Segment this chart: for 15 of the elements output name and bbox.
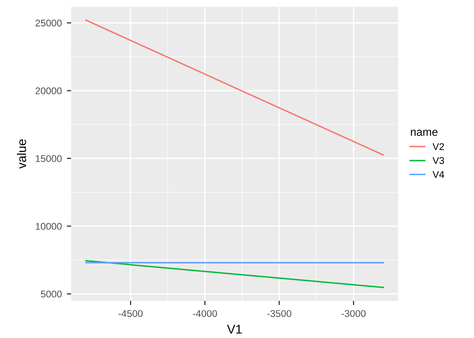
x-tick-label: -4500 (118, 310, 143, 317)
legend-label: V3 (432, 157, 444, 164)
y-tick-label: 25000 (36, 20, 62, 27)
legend-label: V2 (432, 143, 444, 150)
x-tick-label: -3500 (267, 310, 292, 317)
y-tick-label: 5000 (40, 290, 62, 298)
x-tick-label: -3000 (342, 310, 366, 317)
legend-label: V4 (432, 171, 444, 178)
y-tick-label: 10000 (36, 222, 62, 230)
x-axis-title: V1 (227, 324, 242, 334)
y-tick-label: 15000 (36, 155, 62, 162)
y-tick-label: 20000 (36, 87, 62, 94)
legend-title: name (410, 130, 438, 136)
y-axis-title: value (16, 139, 26, 169)
x-tick-label: -4000 (192, 310, 217, 317)
